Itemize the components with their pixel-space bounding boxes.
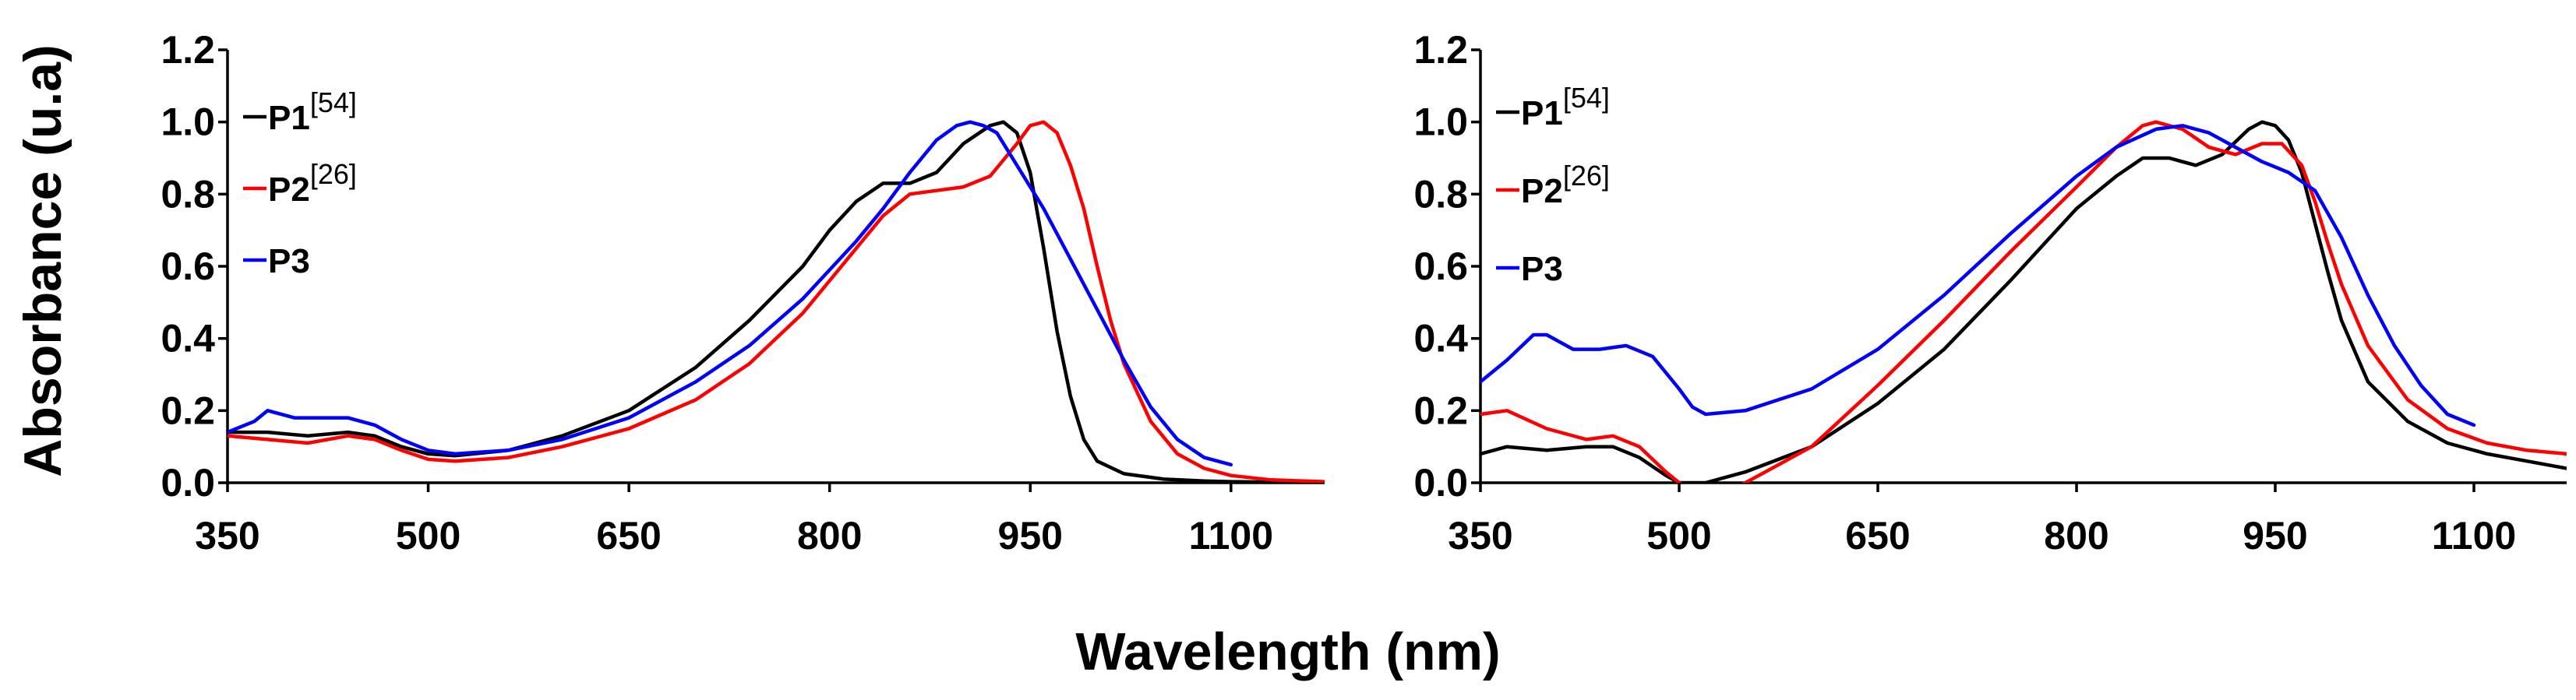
legend-reference: [54] <box>310 86 357 118</box>
series-line-p2 <box>228 120 1325 483</box>
y-tick-label: 0.0 <box>1413 461 1468 505</box>
x-tick-label: 1100 <box>2432 514 2516 558</box>
x-tick-label: 800 <box>797 514 862 558</box>
series-line-p3 <box>1480 124 2476 427</box>
y-tick-label: 1.0 <box>1413 100 1468 144</box>
y-tick-label: 1.2 <box>1413 28 1468 72</box>
y-tick-label: 1.0 <box>161 100 215 144</box>
chart-panel-left: 350 500 650 800 950 1100 0.0 0.2 0.4 0.6 0.8 1.0 1.2… <box>161 28 1325 558</box>
y-tick-label: 1.2 <box>161 28 215 72</box>
x-tick-label: 800 <box>2044 514 2108 558</box>
x-tick-label: 500 <box>396 514 461 558</box>
y-axis-title: Absorbance (u.a) <box>13 44 72 477</box>
x-tick-label: 350 <box>1448 514 1512 558</box>
legend-reference: [26] <box>1563 160 1610 192</box>
series-line-p1 <box>1480 120 2567 483</box>
y-tick-label: 0.0 <box>161 461 215 505</box>
legend-label-p1: P1[54] <box>268 86 357 137</box>
series-line-p1 <box>228 120 1325 483</box>
y-tick-label: 0.4 <box>1413 317 1468 361</box>
series-line-p2 <box>1480 120 2567 483</box>
y-tick-label: 0.2 <box>1413 389 1468 432</box>
x-tick-label: 500 <box>1646 514 1711 558</box>
y-tick-label: 0.4 <box>161 317 215 361</box>
x-tick-label: 950 <box>2243 514 2307 558</box>
legend-label-p2: P2[26] <box>1521 160 1610 210</box>
y-tick-label: 0.6 <box>161 244 215 288</box>
x-tick-label: 1100 <box>1189 514 1273 558</box>
y-tick-label: 0.6 <box>1413 244 1468 288</box>
x-tick-label: 950 <box>998 514 1063 558</box>
x-tick-label: 650 <box>596 514 661 558</box>
legend-reference: [54] <box>1563 82 1610 114</box>
legend-label-p3: P3 <box>1521 250 1563 288</box>
y-tick-label: 0.8 <box>1413 172 1468 216</box>
y-tick-label: 0.2 <box>161 389 215 432</box>
y-tick-label: 0.8 <box>161 172 215 216</box>
x-tick-label: 650 <box>1845 514 1910 558</box>
legend-label-p1: P1[54] <box>1521 82 1610 132</box>
legend-label-p3: P3 <box>268 242 310 280</box>
legend-label-p2: P2[26] <box>268 158 357 209</box>
x-axis-title: Wavelength (nm) <box>1075 622 1500 681</box>
chart-panel-right: 350 500 650 800 950 1100 0.0 0.2 0.4 0.6 0.8 1.0 1.2… <box>1413 28 2567 558</box>
series-line-p3 <box>228 120 1233 467</box>
x-tick-label: 350 <box>195 514 259 558</box>
legend-reference: [26] <box>310 158 357 190</box>
